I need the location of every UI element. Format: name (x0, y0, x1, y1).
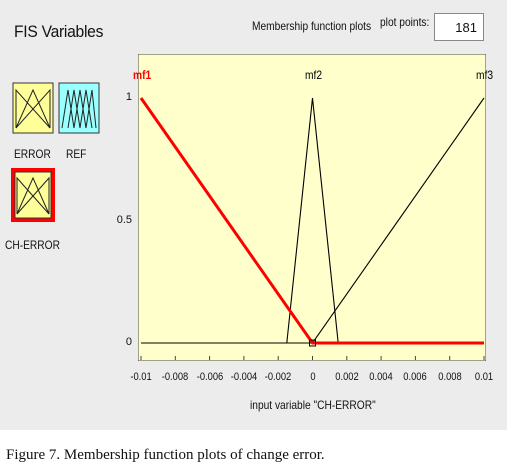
mf-icon (12, 82, 54, 134)
x-tick-label: -0.01 (130, 371, 152, 383)
x-tick-label: -0.008 (162, 371, 189, 383)
x-tick-label: 0.004 (369, 371, 393, 383)
mf-icon (11, 168, 55, 222)
x-tick-label: 0.002 (335, 371, 359, 383)
variable-ch-error-label: CH-ERROR (5, 238, 60, 252)
y-tick-label: 0.5 (116, 213, 132, 226)
x-tick-label: 0 (309, 371, 316, 383)
variable-ref-label: REF (66, 147, 87, 161)
plot-points-input[interactable] (434, 13, 484, 41)
x-tick-label: -0.006 (196, 371, 223, 383)
y-tick-label: 1 (125, 91, 132, 103)
fis-variables-title: FIS Variables (14, 22, 104, 41)
vertex-handle[interactable] (309, 339, 316, 347)
x-tick-label: 0.008 (437, 371, 462, 383)
x-tick-label: 0.01 (474, 371, 494, 383)
variable-error-box[interactable] (12, 82, 54, 134)
mf-name-mf1[interactable]: mf1 (133, 68, 152, 82)
membership-function-plot[interactable] (138, 54, 486, 361)
mf-name-mf2[interactable]: mf2 (304, 68, 322, 82)
mf-icon (58, 82, 100, 134)
x-tick-label: -0.004 (230, 371, 258, 383)
figure-caption: Figure 7. Membership function plots of c… (6, 447, 325, 463)
x-tick-label: 0.006 (403, 371, 428, 383)
mf-name-mf3[interactable]: mf3 (476, 68, 494, 82)
variable-ch-error-box[interactable] (9, 166, 57, 224)
y-tick-label: 0 (125, 336, 132, 348)
fis-editor-panel: FIS Variables Membership function plots … (0, 0, 507, 430)
x-axis-label: input variable "CH-ERROR" (250, 398, 376, 412)
mf-line-mf1[interactable] (139, 97, 484, 345)
x-tick-label: -0.002 (264, 371, 292, 383)
plot-points-label: plot points: (380, 15, 430, 29)
variable-error-label: ERROR (14, 147, 51, 161)
variable-ref-box[interactable] (58, 82, 100, 134)
membership-plots-title: Membership function plots (252, 19, 372, 33)
